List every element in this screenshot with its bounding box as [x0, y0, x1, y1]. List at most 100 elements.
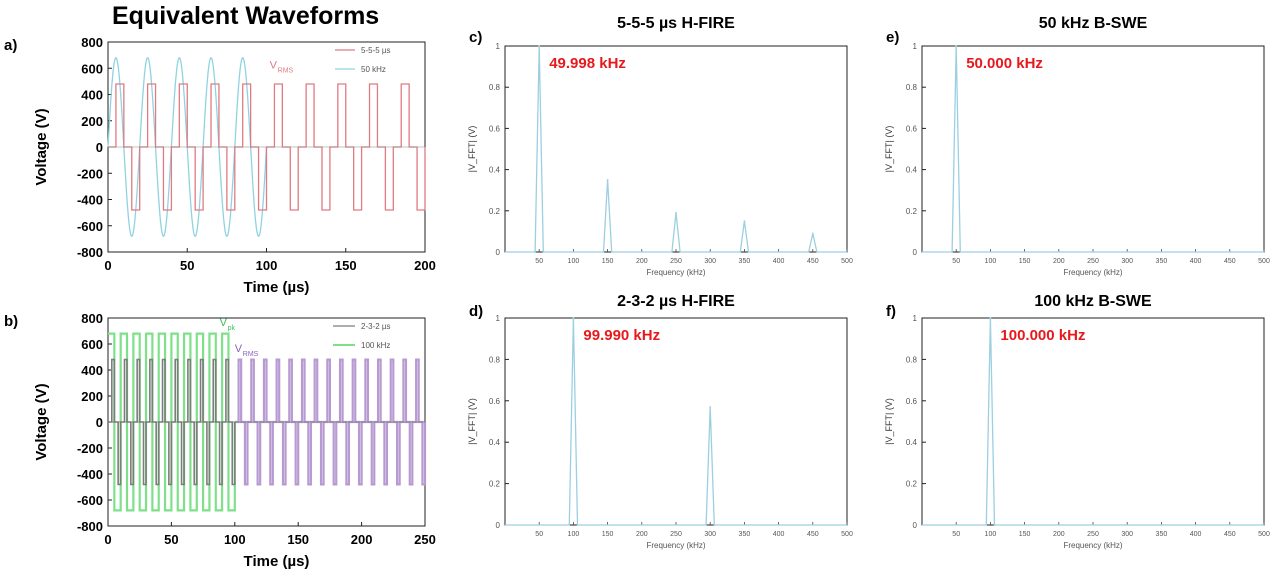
y-tick-label-a: 600: [81, 61, 103, 76]
x-tick-label-a: 50: [180, 258, 194, 273]
chart-title-e: 50 kHz B-SWE: [1039, 15, 1148, 32]
x-tick-label-d: 250: [670, 531, 682, 538]
spectrum-peak-c-3: [743, 220, 746, 223]
spectrum-peak-d-1: [709, 406, 712, 408]
y-axis-label-b: Voltage (V): [33, 383, 50, 460]
y-tick-label-b: -200: [77, 441, 103, 456]
x-tick-label-c: 50: [535, 258, 543, 265]
y-tick-label-a: 800: [81, 35, 103, 50]
chart-title-d: 2-3-2 µs H-FIRE: [617, 293, 735, 310]
y-tick-label-b: 0: [96, 415, 103, 430]
y-tick-label-b: -800: [77, 519, 103, 534]
spectrum-peak-f-0: [989, 317, 992, 319]
y-tick-label-d: 0.2: [489, 480, 501, 489]
annotation-vrms-b: V: [235, 343, 243, 355]
y-tick-label-a: 200: [81, 114, 103, 129]
chart-d-spectrum: d) 1 0.8 0.6 0.4 0.2 0 50 100 150 200 250 300 350 400 4…: [467, 293, 853, 550]
x-tick-label-d: 200: [636, 531, 648, 538]
y-tick-label-f: 0: [913, 521, 918, 530]
x-tick-label-d: 300: [704, 531, 716, 538]
y-axis-label-a: Voltage (V): [33, 108, 50, 185]
y-tick-label-c: 0: [496, 248, 501, 257]
x-tick-label-e: 50: [952, 258, 960, 265]
x-tick-label-e: 500: [1258, 258, 1270, 265]
x-tick-label-e: 200: [1053, 258, 1065, 265]
x-tick-label-e: 450: [1224, 258, 1236, 265]
y-tick-label-b: 800: [81, 311, 103, 326]
annotation-vrms-sub-a: RMS: [278, 67, 294, 74]
x-tick-label-a: 0: [104, 258, 111, 273]
y-tick-label-a: -400: [77, 193, 103, 208]
x-tick-label-c: 450: [807, 258, 819, 265]
y-tick-label-d: 0.8: [489, 355, 501, 364]
x-tick-label-c: 200: [636, 258, 648, 265]
y-tick-label-c: 0.2: [489, 207, 501, 216]
y-tick-label-e: 1: [913, 42, 918, 51]
panel-label-c: c): [469, 29, 482, 46]
panel-label-f: f): [886, 303, 896, 320]
x-tick-label-a: 150: [335, 258, 357, 273]
y-tick-label-d: 0.6: [489, 397, 501, 406]
y-tick-label-c: 0.8: [489, 83, 501, 92]
peak-frequency-label-d: 99.990 kHz: [583, 327, 660, 344]
spectrum-peak-c-1: [606, 179, 609, 181]
legend-label-2-3-2: 2-3-2 µs: [361, 322, 391, 331]
x-tick-label-e: 300: [1121, 258, 1133, 265]
x-tick-label-e: 250: [1087, 258, 1099, 265]
x-tick-label-f: 150: [1019, 531, 1031, 538]
y-tick-label-d: 0.4: [489, 438, 501, 447]
y-axis-label-e: |V_FFT| (V): [884, 126, 894, 173]
x-tick-label-f: 100: [985, 531, 997, 538]
x-tick-label-f: 50: [952, 531, 960, 538]
y-axis-label-f: |V_FFT| (V): [884, 398, 894, 445]
panel-label-d: d): [469, 303, 483, 320]
plot-frame-c: [504, 45, 848, 253]
y-tick-label-b: 200: [81, 389, 103, 404]
x-tick-label-f: 300: [1121, 531, 1133, 538]
y-tick-label-f: 1: [913, 314, 918, 323]
y-tick-label-b: -600: [77, 493, 103, 508]
spectrum-peak-c-0: [538, 45, 541, 47]
x-tick-label-d: 450: [807, 531, 819, 538]
y-tick-label-c: 1: [496, 42, 501, 51]
x-tick-label-d: 400: [773, 531, 785, 538]
y-tick-label-e: 0.6: [906, 124, 918, 133]
x-axis-label-c: Frequency (kHz): [646, 268, 705, 277]
chart-f-spectrum: f) 1 0.8 0.6 0.4 0.2 0 50 100 150 200 250 300 350 400 4…: [884, 293, 1270, 550]
x-tick-label-f: 200: [1053, 531, 1065, 538]
x-tick-label-f: 450: [1224, 531, 1236, 538]
chart-c-spectrum: c) 1 0.8 0.6 0.4 0.2 0 50 100 150 200 250 300 350 400 4…: [467, 15, 853, 277]
x-tick-label-f: 400: [1190, 531, 1202, 538]
x-tick-label-b: 100: [224, 532, 246, 547]
y-tick-label-d: 0: [496, 521, 501, 530]
y-tick-label-f: 0.6: [906, 397, 918, 406]
panel-label-a: a): [4, 37, 17, 54]
x-tick-label-e: 400: [1190, 258, 1202, 265]
x-tick-label-d: 500: [841, 531, 853, 538]
x-axis-label-f: Frequency (kHz): [1063, 541, 1122, 550]
x-tick-label-c: 300: [704, 258, 716, 265]
x-tick-label-c: 100: [568, 258, 580, 265]
spectrum-line-c: [505, 45, 847, 253]
chart-e-spectrum: e) 1 0.8 0.6 0.4 0.2 0 50 100 150 200 250 300 350 400 4…: [884, 15, 1270, 277]
y-tick-label-e: 0.8: [906, 83, 918, 92]
spectrum-peak-d-0: [572, 317, 575, 319]
y-tick-label-a: -600: [77, 219, 103, 234]
spectrum-peak-c-4: [811, 232, 814, 235]
x-tick-label-c: 250: [670, 258, 682, 265]
x-tick-label-c: 500: [841, 258, 853, 265]
x-tick-label-f: 350: [1156, 531, 1168, 538]
x-tick-label-d: 150: [602, 531, 614, 538]
panel-label-e: e): [886, 29, 899, 46]
x-axis-label-b: Time (µs): [244, 553, 310, 570]
y-tick-label-d: 1: [496, 314, 501, 323]
x-tick-label-c: 350: [739, 258, 751, 265]
y-tick-label-e: 0: [913, 248, 918, 257]
x-tick-label-a: 100: [256, 258, 278, 273]
x-axis-label-a: Time (µs): [244, 279, 310, 296]
y-tick-label-e: 0.4: [906, 166, 918, 175]
y-tick-label-f: 0.4: [906, 438, 918, 447]
plot-frame-f: [921, 317, 1265, 526]
